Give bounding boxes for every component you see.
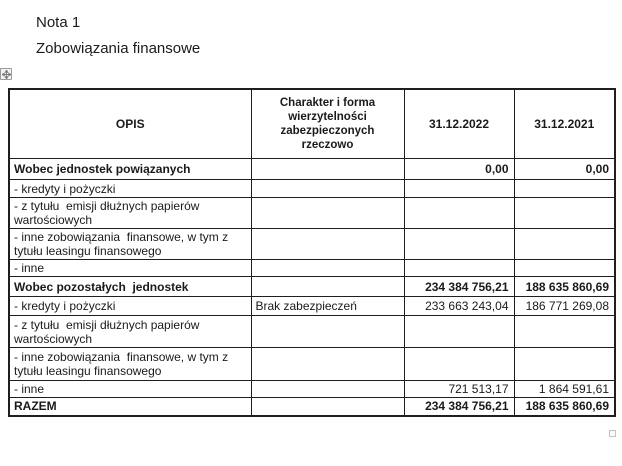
- table-row: - inne zobowiązania finansowe, w tym z t…: [8, 347, 616, 381]
- value-2022-cell: 721 513,17: [403, 380, 515, 398]
- collateral-cell: [250, 315, 405, 348]
- value-2021-cell: [513, 315, 616, 348]
- note-title: Zobowiązania finansowe: [36, 40, 201, 57]
- value-2022-cell: [403, 347, 515, 381]
- table-row: Wobec jednostek powiązanych 0,00 0,00: [8, 158, 616, 180]
- value-2022-cell: [403, 197, 515, 229]
- value-2021-cell: 188 635 860,69: [513, 276, 616, 297]
- value-2022-cell: 0,00: [403, 158, 515, 180]
- header-opis: OPIS: [8, 88, 252, 159]
- value-2021-cell: [513, 197, 616, 229]
- header-row: OPIS Charakter i forma wierzytelności za…: [8, 88, 616, 159]
- collateral-cell: [250, 380, 405, 398]
- table-row: - kredyty i pożyczki: [8, 179, 616, 198]
- value-2022-cell: 233 663 243,04: [403, 296, 515, 316]
- value-2021-cell: 0,00: [513, 158, 616, 180]
- collateral-cell: [250, 259, 405, 277]
- collateral-cell: Brak zabezpieczeń: [250, 296, 405, 316]
- table-row-total: RAZEM 234 384 756,21 188 635 860,69: [8, 397, 616, 416]
- note-number: Nota 1: [36, 14, 81, 31]
- collateral-cell: [250, 197, 405, 229]
- opis-cell: - z tytułu emisji dłużnych papierów wart…: [8, 197, 252, 229]
- value-2021-cell: [513, 347, 616, 381]
- header-date-2021: 31.12.2021: [513, 88, 616, 159]
- table-row: - kredyty i pożyczki Brak zabezpieczeń 2…: [8, 296, 616, 316]
- collateral-cell: [250, 228, 405, 260]
- table-move-handle-icon[interactable]: [0, 68, 12, 80]
- value-2021-cell: [513, 179, 616, 198]
- table-row: - inne: [8, 259, 616, 277]
- value-2021-cell: 1 864 591,61: [513, 380, 616, 398]
- opis-cell: RAZEM: [8, 397, 252, 416]
- value-2022-cell: [403, 315, 515, 348]
- collateral-cell: [250, 179, 405, 198]
- table-row: Wobec pozostałych jednostek 234 384 756,…: [8, 276, 616, 297]
- header-date-2022: 31.12.2022: [403, 88, 515, 159]
- value-2021-cell: 188 635 860,69: [513, 397, 616, 416]
- table-row: - z tytułu emisji dłużnych papierów wart…: [8, 315, 616, 348]
- value-2022-cell: [403, 228, 515, 260]
- collateral-cell: [250, 276, 405, 297]
- value-2022-cell: 234 384 756,21: [403, 397, 515, 416]
- value-2021-cell: [513, 259, 616, 277]
- financial-liabilities-table: OPIS Charakter i forma wierzytelności za…: [8, 88, 616, 417]
- value-2022-cell: [403, 259, 515, 277]
- opis-cell: Wobec jednostek powiązanych: [8, 158, 252, 180]
- opis-cell: - z tytułu emisji dłużnych papierów wart…: [8, 315, 252, 348]
- opis-cell: - inne zobowiązania finansowe, w tym z t…: [8, 228, 252, 260]
- value-2021-cell: 186 771 269,08: [513, 296, 616, 316]
- table-row: - inne 721 513,17 1 864 591,61: [8, 380, 616, 398]
- collateral-cell: [250, 397, 405, 416]
- value-2021-cell: [513, 228, 616, 260]
- opis-cell: - inne zobowiązania finansowe, w tym z t…: [8, 347, 252, 381]
- value-2022-cell: 234 384 756,21: [403, 276, 515, 297]
- table-row: - inne zobowiązania finansowe, w tym z t…: [8, 228, 616, 260]
- opis-cell: - inne: [8, 259, 252, 277]
- opis-cell: - kredyty i pożyczki: [8, 179, 252, 198]
- value-2022-cell: [403, 179, 515, 198]
- header-collateral: Charakter i forma wierzytelności zabezpi…: [250, 88, 405, 159]
- table-row: - z tytułu emisji dłużnych papierów wart…: [8, 197, 616, 229]
- opis-cell: - inne: [8, 380, 252, 398]
- note-title-block: Nota 1 Zobowiązania finansowe: [36, 10, 200, 62]
- opis-cell: Wobec pozostałych jednostek: [8, 276, 252, 297]
- four-way-arrow-icon: [1, 69, 11, 79]
- opis-cell: - kredyty i pożyczki: [8, 296, 252, 316]
- collateral-cell: [250, 347, 405, 381]
- table-resize-handle-icon[interactable]: [609, 430, 616, 437]
- collateral-cell: [250, 158, 405, 180]
